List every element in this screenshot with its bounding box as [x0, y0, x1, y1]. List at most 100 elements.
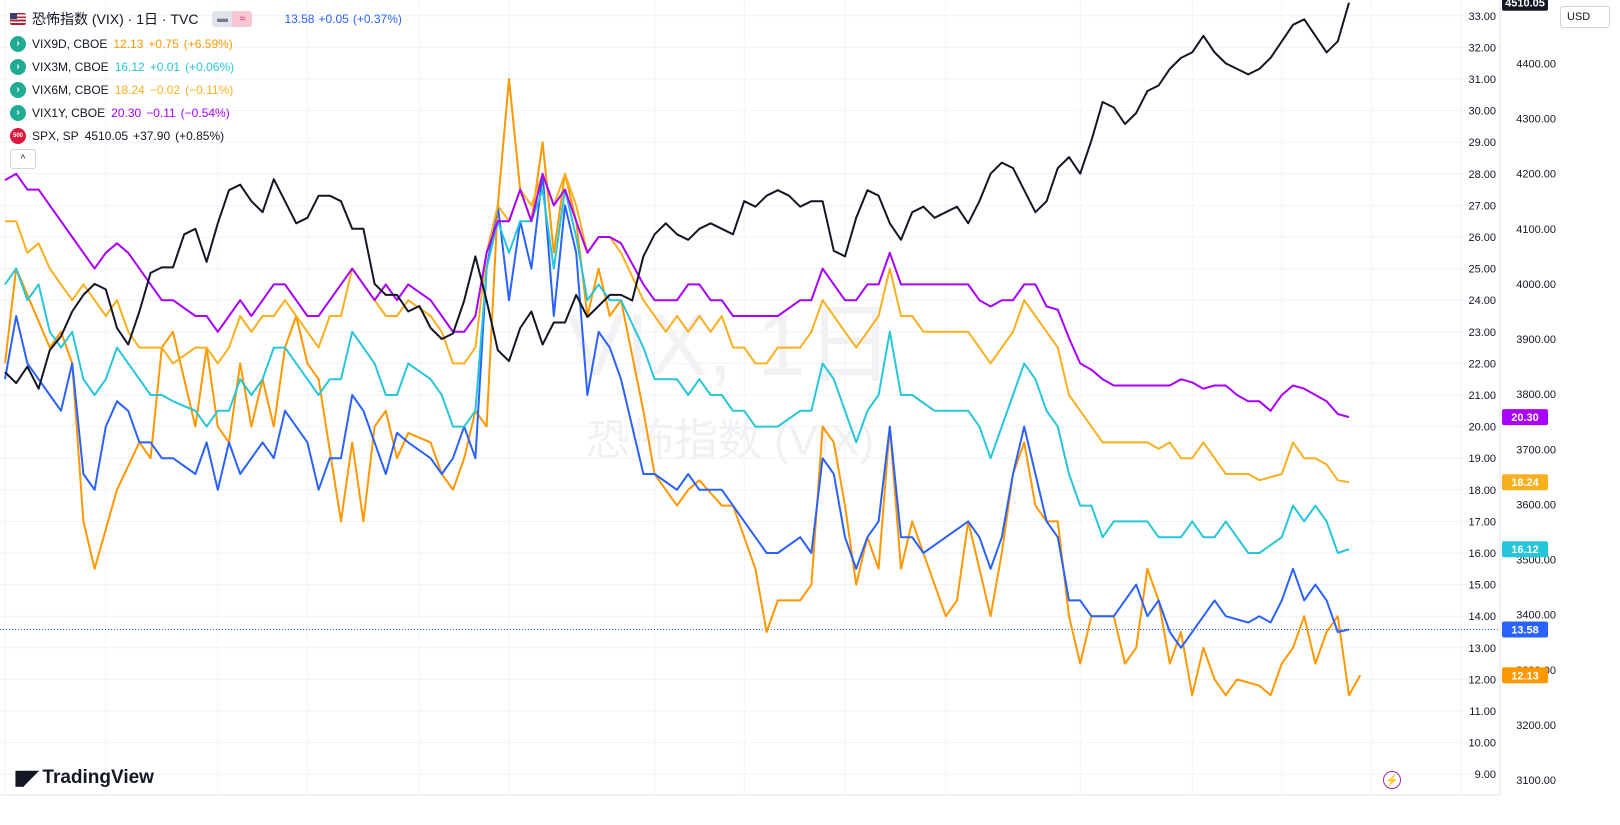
line-style-icon[interactable]: ≈ [232, 11, 253, 27]
legend-change-pct: (+0.06%) [185, 59, 235, 74]
y-tick-right: 4400.00 [1516, 58, 1556, 70]
y-tick-left: 13.00 [1468, 643, 1496, 655]
legend-symbol: VIX3M, CBOE [32, 59, 109, 74]
price-label-text: 13.58 [1511, 624, 1539, 636]
price-label: 20.30 [1502, 409, 1548, 426]
chevron-right-icon[interactable]: › [10, 104, 26, 121]
legend-row-vix1y[interactable]: › VIX1Y, CBOE 20.30 −0.11 (−0.54%) [10, 101, 402, 124]
tv-logo-icon: ▮◤ [14, 767, 38, 789]
y-tick-left: 33.00 [1468, 11, 1496, 23]
price-axis-bg [1500, 0, 1560, 800]
y-tick-left: 31.00 [1468, 74, 1496, 86]
legend-symbol: VIX1Y, CBOE [32, 105, 106, 120]
y-tick-left: 24.00 [1468, 295, 1496, 307]
price-label-bg [1502, 621, 1548, 638]
watermark-line2: 恐怖指数 (VIX) [586, 416, 874, 465]
lightning-glyph: ⚡ [1385, 774, 1399, 787]
y-tick-right: 3700.00 [1516, 444, 1556, 456]
legend: 恐怖指数 (VIX) · 1日 · TVC ▬ ≈ 13.58 +0.05 (+… [10, 6, 402, 169]
series-line-vix1y[interactable] [4, 172, 1350, 419]
chart-frame[interactable]: VIX, 1日 恐怖指数 (VIX) 9.00 10.00 11.00 12.00 13… [0, 0, 1560, 800]
y-tick-right: 3800.00 [1516, 389, 1556, 401]
y-tick-right: 4300.00 [1516, 114, 1556, 126]
legend-row-vix3m[interactable]: › VIX3M, CBOE 16.12 +0.01 (+0.06%) [10, 55, 402, 78]
price-label: 13.58 [1502, 621, 1548, 638]
spx-logo-icon[interactable]: 500 [10, 127, 26, 144]
main-symbol-title[interactable]: 恐怖指数 (VIX) · 1日 · TVC [32, 11, 199, 27]
currency-selector[interactable]: USD [1560, 6, 1610, 28]
series-layer [4, 2, 1362, 697]
legend-row-spx[interactable]: 500 SPX, SP 4510.05 +37.90 (+0.85%) [10, 124, 402, 147]
legend-change: +37.90 [133, 128, 171, 143]
series-line-vix3m[interactable] [4, 188, 1350, 554]
legend-value: 18.24 [114, 82, 145, 97]
legend-change: −0.02 [149, 82, 181, 97]
y-tick-left: 22.00 [1468, 358, 1496, 370]
series-line-vix6m[interactable] [5, 172, 1350, 484]
legend-change-pct: (−0.11%) [185, 82, 234, 97]
y-tick-left: 15.00 [1468, 580, 1496, 592]
main-change-pct: (+0.37%) [352, 12, 402, 26]
legend-value: 4510.05 [84, 128, 129, 143]
chart-style-toggle[interactable]: ▬ ≈ [212, 11, 253, 27]
bars-style-icon[interactable]: ▬ [212, 11, 233, 27]
series-line-vix9d[interactable] [4, 78, 1362, 697]
y-tick-left: 16.00 [1468, 548, 1496, 560]
y-tick-left: 11.00 [1469, 706, 1496, 718]
price-label: 4510.05 [1502, 0, 1548, 11]
y-tick-left: 32.00 [1468, 42, 1496, 54]
price-label-bg [1502, 541, 1548, 558]
y-tick-right: 4100.00 [1516, 224, 1556, 236]
y-tick-right: 3200.00 [1516, 720, 1556, 732]
price-label-text: 18.24 [1511, 477, 1539, 489]
chevron-right-icon[interactable]: › [10, 81, 26, 98]
series-line-spx[interactable] [4, 2, 1350, 390]
time-axis[interactable]: 2023172月133月134月175月156月207月1727 [0, 794, 1500, 800]
us-flag-icon [10, 13, 26, 25]
brand-name: TradingView [42, 766, 154, 788]
legend-title-row: 恐怖指数 (VIX) · 1日 · TVC ▬ ≈ 13.58 +0.05 (+… [10, 6, 402, 32]
y-tick-right: 3400.00 [1516, 610, 1556, 622]
legend-change-pct: (+6.59%) [183, 36, 233, 51]
lightning-icon[interactable]: ⚡ [1383, 771, 1401, 789]
legend-row-vix6m[interactable]: › VIX6M, CBOE 18.24 −0.02 (−0.11%) [10, 78, 402, 101]
y-tick-left: 23.00 [1468, 327, 1496, 339]
price-label: 12.13 [1502, 667, 1548, 684]
y-tick-left: 25.00 [1468, 264, 1496, 276]
price-label-text: 4510.05 [1505, 0, 1545, 10]
legend-change-pct: (−0.54%) [180, 105, 230, 120]
y-tick-right: 3100.00 [1516, 775, 1556, 787]
y-tick-left: 27.00 [1468, 200, 1496, 212]
legend-symbol: VIX9D, CBOE [32, 36, 108, 51]
chevron-right-icon[interactable]: › [10, 58, 26, 75]
y-tick-left: 26.00 [1468, 232, 1496, 244]
tradingview-logo[interactable]: ▮◤ TradingView [14, 765, 154, 790]
y-tick-left: 19.00 [1468, 453, 1496, 465]
y-tick-left: 14.00 [1468, 611, 1496, 623]
main-change: +0.05 [318, 12, 349, 26]
legend-change: +0.01 [149, 59, 181, 74]
price-label-bg [1502, 667, 1548, 684]
y-tick-right: 4200.00 [1516, 169, 1556, 181]
currency-label: USD [1567, 11, 1591, 23]
collapse-legend-button[interactable]: ^ [10, 149, 36, 169]
legend-value: 20.30 [111, 105, 142, 120]
y-tick-right: 4000.00 [1516, 279, 1556, 291]
y-tick-left: 29.00 [1468, 137, 1496, 149]
legend-change-pct: (+0.85%) [175, 128, 225, 143]
price-axis[interactable]: 9.00 10.00 11.00 12.00 13.00 14.00 15.00 16.00 1… [1468, 0, 1560, 800]
price-labels: 4510.05 20.30 18.24 16.12 13.58 12.13 [1502, 0, 1548, 684]
main-last-value: 13.58 [284, 12, 315, 26]
price-label-bg [1502, 474, 1548, 491]
chevron-right-icon[interactable]: › [10, 35, 26, 52]
y-tick-right: 3500.00 [1516, 555, 1556, 567]
price-label: 16.12 [1502, 541, 1548, 558]
price-label-text: 12.13 [1511, 670, 1539, 682]
y-tick-left: 30.00 [1468, 106, 1496, 118]
chart-svg[interactable]: VIX, 1日 恐怖指数 (VIX) 9.0010.0011.0012.0013… [0, 0, 1560, 800]
legend-value: 16.12 [114, 59, 145, 74]
y-tick-right: 3600.00 [1516, 499, 1556, 511]
legend-symbol: SPX, SP [32, 128, 79, 143]
series-line-vix-blue-[interactable] [4, 172, 1350, 649]
legend-row-vix9d[interactable]: › VIX9D, CBOE 12.13 +0.75 (+6.59%) [10, 32, 402, 55]
